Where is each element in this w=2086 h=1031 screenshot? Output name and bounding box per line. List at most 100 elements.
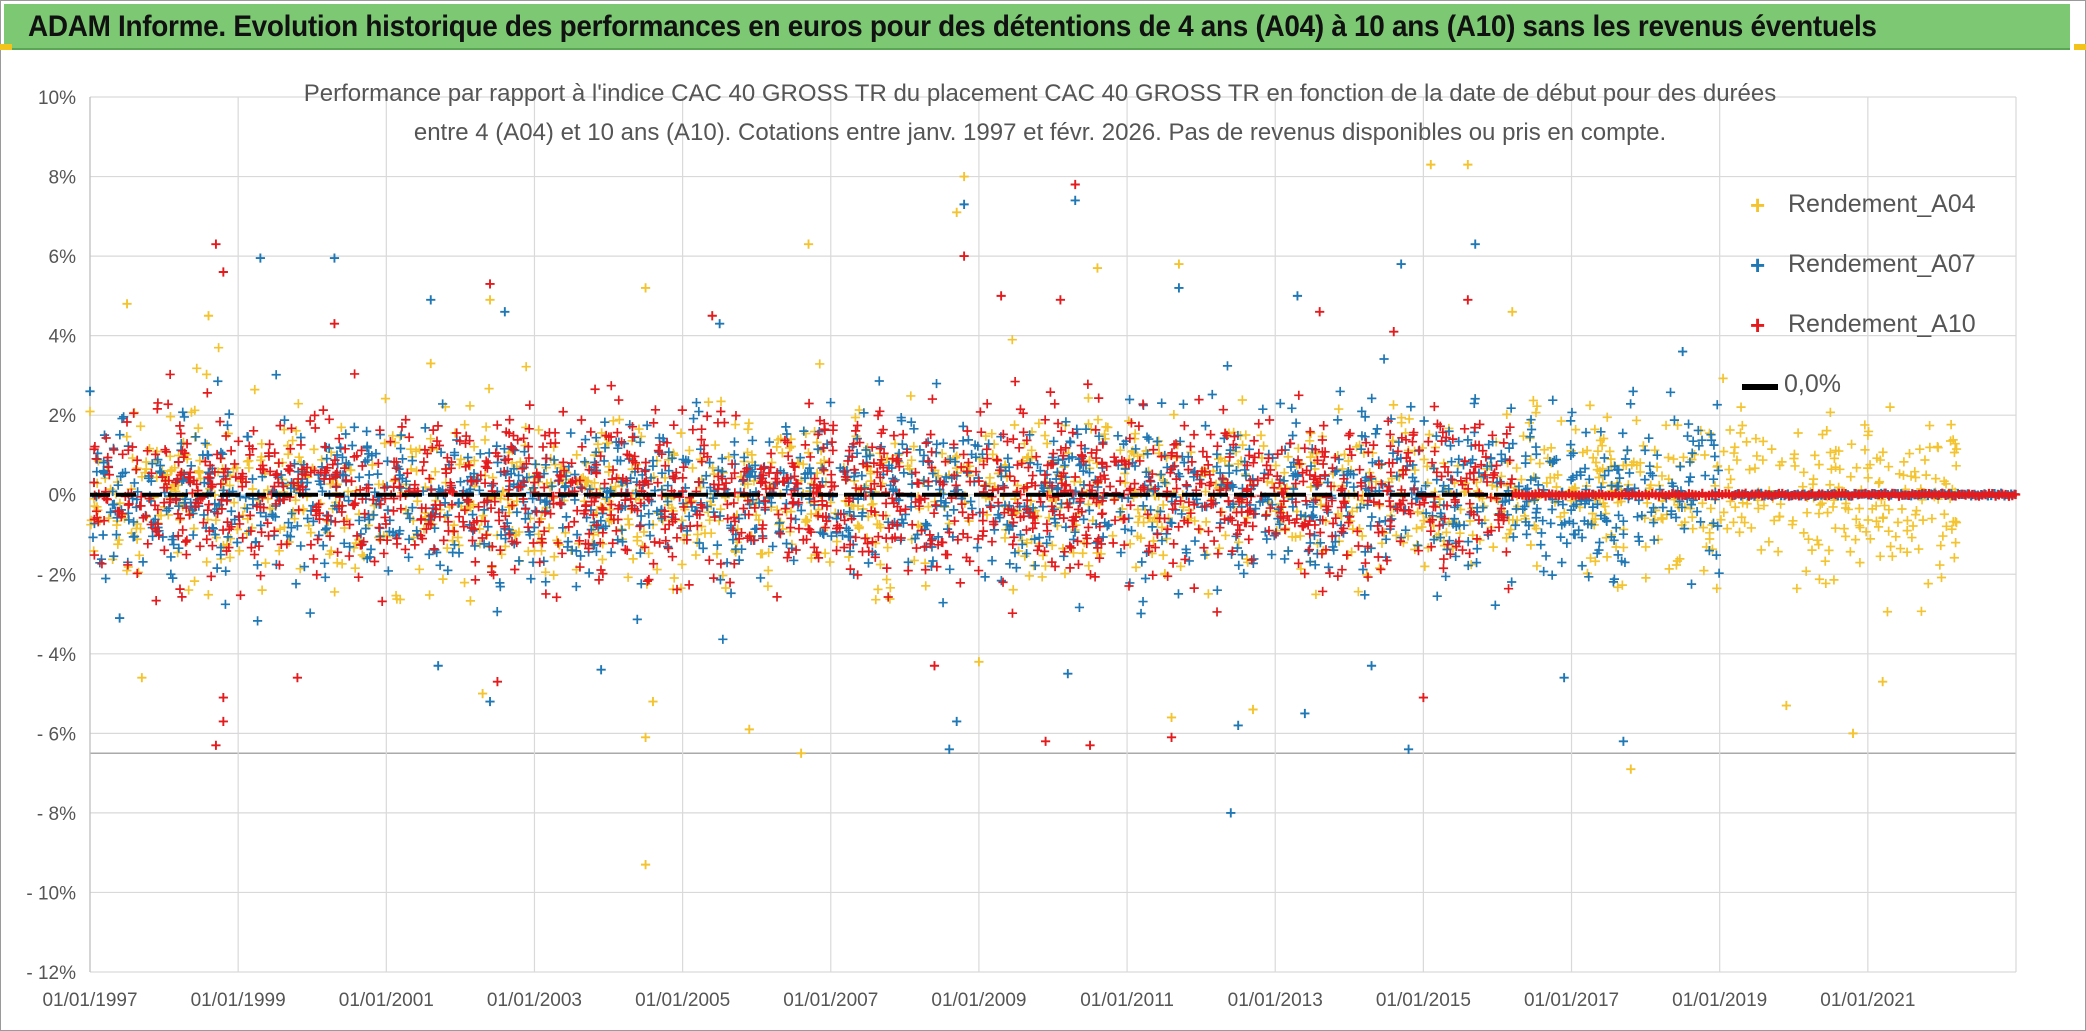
data-point [1376,564,1386,574]
data-point [242,503,252,514]
data-point [669,420,679,430]
data-point [998,577,1008,587]
data-point [1190,516,1200,526]
data-point [263,518,273,528]
data-point [114,535,124,545]
data-point [1644,433,1654,443]
data-point [959,199,969,209]
data-point [515,457,525,467]
data-point [586,427,596,437]
data-point [469,455,479,466]
x-tick-label: 01/01/2017 [1524,990,1619,1011]
data-point [456,454,466,464]
data-point [1555,512,1566,522]
data-point [1403,448,1413,458]
data-point [1790,461,1800,471]
data-point [1367,512,1377,522]
data-point [766,448,776,459]
data-point [724,452,734,462]
data-point [1040,430,1050,441]
data-point [529,546,539,556]
data-point [1706,430,1716,440]
data-point [1479,501,1489,511]
data-point [951,463,962,473]
data-point [1061,417,1071,427]
data-point [1239,568,1249,579]
legend-marker-a04: + [1750,190,1766,220]
data-point [1916,606,1927,616]
data-point [229,497,239,508]
data-point [1028,470,1038,481]
data-point [218,692,228,703]
data-point [1138,399,1148,409]
data-point [1275,398,1285,409]
data-point [549,552,559,562]
data-point [203,590,213,600]
data-point [180,537,191,547]
y-tick-label: 8% [49,168,77,189]
data-point [1789,453,1799,464]
data-point [201,369,212,380]
data-point [233,436,244,446]
data-point [874,376,884,386]
data-point [380,438,390,448]
data-point [1558,499,1568,510]
data-point [906,391,916,401]
data-point [1802,508,1812,518]
data-point [1201,487,1211,497]
data-point [1704,428,1715,438]
data-point [1645,468,1655,478]
data-point [1034,418,1044,428]
data-point [1305,427,1315,437]
data-point [177,592,187,602]
data-point [485,295,495,305]
data-point [167,465,177,475]
data-point [492,420,502,430]
data-point [1126,526,1137,536]
data-point [1178,502,1188,512]
data-point [1687,448,1697,458]
data-point [612,428,622,438]
data-point [1825,480,1835,490]
data-point [935,484,945,495]
data-point [1592,548,1602,558]
data-point [1472,544,1482,554]
data-point [936,496,946,506]
data-point [570,469,580,480]
data-point [1535,458,1545,469]
data-point [694,538,704,548]
data-point [1735,428,1746,438]
header-bar: ADAM Informe. Evolution historique des p… [4,4,2070,50]
data-point [804,398,814,409]
data-point [650,537,660,547]
data-point [1598,478,1608,488]
data-point [1577,561,1587,571]
data-point [1522,529,1532,539]
data-point [1305,557,1315,567]
data-point [1283,452,1293,462]
data-point [1698,523,1708,533]
data-point [933,532,943,542]
data-point [1240,465,1250,475]
data-point [962,426,972,436]
data-point [178,525,188,535]
data-point [731,411,741,421]
data-point [160,445,170,455]
data-point [866,469,876,479]
data-point [1050,399,1060,409]
data-point [186,461,196,471]
data-point [591,546,602,557]
data-point [1708,474,1719,484]
data-point [958,421,968,431]
data-point [176,428,186,439]
data-point [1921,470,1931,480]
data-point [1585,553,1596,563]
data-point [1557,557,1567,568]
data-point [764,437,775,447]
data-point [1814,540,1824,550]
data-point [289,459,300,469]
data-point [1664,564,1674,574]
data-point [377,596,387,607]
data-point [722,499,732,509]
data-point [465,401,475,411]
